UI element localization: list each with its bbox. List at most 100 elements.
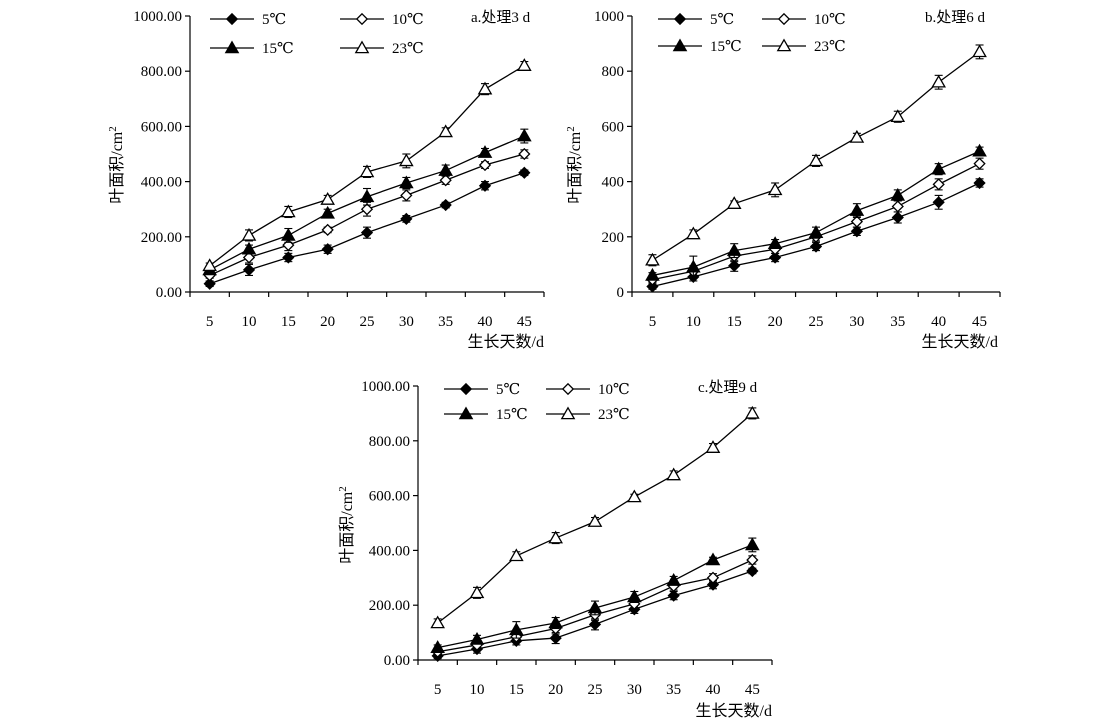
y-axis-label-superscript: 2 <box>565 126 577 132</box>
legend-label: 5℃ <box>496 382 520 398</box>
y-axis-label: 叶面积/cm2 <box>565 126 584 204</box>
x-tick-label: 45 <box>972 314 987 330</box>
data-point <box>667 589 680 602</box>
data-point <box>509 548 524 562</box>
data-point <box>360 203 374 216</box>
data-point <box>282 251 295 264</box>
data-point <box>972 44 987 58</box>
x-axis-label: 生长天数/d <box>922 333 998 351</box>
x-tick-label: 45 <box>517 314 532 330</box>
legend-marker <box>673 12 687 26</box>
y-axis-label-text: 叶面积/cm <box>566 131 584 204</box>
y-tick-label: 1000.00 <box>361 379 410 395</box>
chart-panel-1: 0.00 200.00 400.00 600.00 800.00 1000.00 5 10 15… <box>107 9 545 351</box>
panel-title: c.处理9 d <box>698 379 758 396</box>
x-tick-label: 45 <box>745 682 760 698</box>
data-point <box>745 405 760 419</box>
y-tick-label: 400.00 <box>141 175 182 191</box>
series-23℃ <box>430 405 760 629</box>
data-point <box>438 124 453 138</box>
x-tick-label: 40 <box>706 682 721 698</box>
data-point <box>281 204 296 218</box>
data-point <box>890 109 906 123</box>
data-point <box>627 489 642 503</box>
y-axis-label-superscript: 2 <box>337 486 349 492</box>
x-tick-label: 20 <box>768 314 783 330</box>
legend-marker <box>354 40 370 54</box>
data-point <box>202 258 217 272</box>
series-15℃ <box>430 537 760 653</box>
data-point <box>477 81 493 95</box>
legend-label: 5℃ <box>262 12 286 28</box>
legend-entry: 15℃ <box>658 38 742 55</box>
data-point <box>439 198 452 212</box>
x-tick-label: 30 <box>627 682 642 698</box>
data-point <box>705 440 721 453</box>
panel-title: a.处理3 d <box>471 9 531 26</box>
x-tick-label: 10 <box>242 314 257 330</box>
y-tick-label: 800 <box>602 64 625 80</box>
y-axis-label-superscript: 2 <box>107 126 119 132</box>
x-tick-label: 15 <box>281 314 296 330</box>
x-tick-label: 20 <box>548 682 563 698</box>
y-tick-label: 0.00 <box>156 285 182 301</box>
data-point <box>931 161 946 175</box>
legend-label: 23℃ <box>598 407 630 423</box>
data-point <box>850 215 864 228</box>
data-point <box>973 157 986 170</box>
data-point <box>469 585 485 599</box>
x-tick-label: 35 <box>438 314 453 330</box>
series-23℃ <box>645 44 987 267</box>
legend-label: 10℃ <box>814 12 846 28</box>
data-point <box>686 226 701 240</box>
data-point <box>359 164 375 178</box>
x-tick-label: 20 <box>320 314 335 330</box>
data-point <box>320 192 335 205</box>
x-tick-label: 40 <box>931 314 946 330</box>
legend-label: 23℃ <box>814 39 846 55</box>
data-point <box>242 251 256 264</box>
x-tick-label: 25 <box>588 682 603 698</box>
data-point <box>478 158 492 172</box>
data-point <box>399 175 414 189</box>
data-point <box>242 263 256 277</box>
data-point <box>627 589 642 603</box>
data-point <box>400 189 413 202</box>
data-point <box>646 280 659 293</box>
data-point <box>706 571 720 584</box>
x-tick-label: 30 <box>849 314 864 330</box>
data-point <box>321 223 334 237</box>
data-point <box>548 530 563 544</box>
data-point <box>973 176 986 190</box>
y-tick-label: 800.00 <box>369 434 410 450</box>
x-tick-label: 25 <box>360 314 375 330</box>
data-point <box>767 236 783 250</box>
data-point <box>430 615 445 629</box>
y-tick-label: 600 <box>602 119 625 135</box>
legend-entry: 23℃ <box>546 406 630 423</box>
data-point <box>850 225 864 238</box>
data-point <box>587 514 603 527</box>
series-15℃ <box>645 143 987 281</box>
series-line <box>652 150 980 277</box>
data-point <box>728 259 741 272</box>
legend-marker <box>459 382 473 396</box>
data-point <box>430 640 445 653</box>
legend-marker <box>777 12 791 26</box>
series-23℃ <box>202 58 532 272</box>
y-tick-label: 800.00 <box>141 64 182 80</box>
data-point <box>439 174 452 187</box>
data-point <box>809 240 823 253</box>
data-point <box>241 241 257 255</box>
x-tick-label: 10 <box>686 314 701 330</box>
chart-panel-2: 0 200 400 600 800 1000 5 10 15 20 25 30 35 40 45 生长天数/d… <box>565 9 1001 351</box>
legend-entry: 23℃ <box>762 38 846 55</box>
legend-marker <box>224 40 240 54</box>
x-tick-label: 15 <box>509 682 524 698</box>
data-point <box>359 189 375 203</box>
data-point <box>517 128 532 142</box>
data-point <box>849 203 865 216</box>
y-tick-label: 400 <box>602 175 625 191</box>
y-tick-label: 1000 <box>594 9 624 25</box>
data-point <box>281 227 296 241</box>
